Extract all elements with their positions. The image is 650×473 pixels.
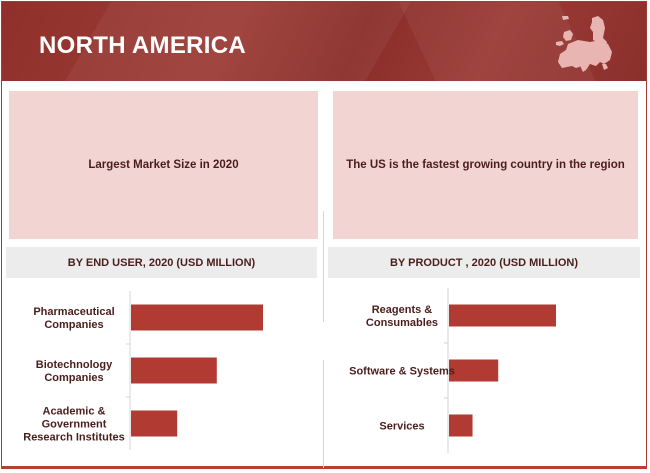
section-title: BY END USER, 2020 (USD MILLION) <box>67 256 256 269</box>
category-label: Software & Systems <box>349 366 455 378</box>
bar-services <box>449 414 473 437</box>
category-label-line: Companies <box>44 319 103 331</box>
category-label-line: Research Institutes <box>23 432 124 444</box>
panel-divider <box>323 211 324 322</box>
category-label-line: Biotechnology <box>36 359 113 371</box>
highlight-fastest-growing: The US is the fastest growing country in… <box>333 91 638 239</box>
category-label-line: Companies <box>44 372 103 384</box>
category-label-line: Consumables <box>366 317 438 329</box>
region-header: NORTH AMERICA <box>2 2 646 81</box>
europe-map-icon <box>556 16 612 72</box>
product-bar-chart: Reagents & Consumables Software & Systems S… <box>349 288 556 453</box>
category-label: Pharmaceutical Companies <box>33 306 114 331</box>
bar-biotechnology-companies <box>131 357 217 384</box>
section-header-product: BY PRODUCT , 2020 (USD MILLION) <box>328 247 640 278</box>
category-label: Reagents & Consumables <box>366 304 438 329</box>
bar-software-systems <box>449 359 499 382</box>
highlight-text: Largest Market Size in 2020 <box>88 159 239 171</box>
bottom-accent-line <box>1 466 647 469</box>
category-label-line: Software & Systems <box>349 366 455 378</box>
category-label-line: Services <box>379 421 424 433</box>
section-title: BY PRODUCT , 2020 (USD MILLION) <box>389 256 579 269</box>
category-label-line: Academic & <box>43 406 106 418</box>
bar-academic-government-research-institutes <box>131 410 178 437</box>
category-label-line: Reagents & <box>372 304 433 316</box>
category-label-line: Pharmaceutical <box>33 306 114 318</box>
category-label: Academic & Government Research Institutes <box>23 406 124 444</box>
category-label: Biotechnology Companies <box>36 359 113 384</box>
region-title: NORTH AMERICA <box>39 32 246 59</box>
highlight-largest-market: Largest Market Size in 2020 <box>9 91 318 239</box>
category-label: Services <box>379 421 424 433</box>
highlight-text: The US is the fastest growing country in… <box>346 159 625 171</box>
bar-reagents-consumables <box>449 304 556 327</box>
category-label-line: Government <box>42 419 107 431</box>
bar-pharmaceutical-companies <box>131 304 263 331</box>
section-header-end-user: BY END USER, 2020 (USD MILLION) <box>6 247 317 278</box>
panel-divider <box>323 360 324 468</box>
